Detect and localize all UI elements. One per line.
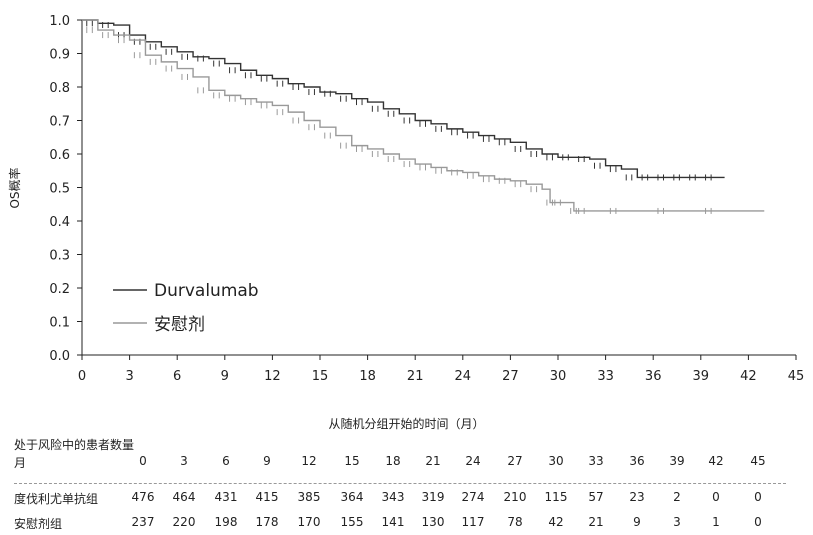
risk-header-row: 月 0 3 6 9 12 15 18 21 24 27 30 33 36 39 42 45 [14, 454, 804, 470]
risk-count-cell: 9 [633, 515, 641, 529]
x-tick-label: 33 [597, 369, 614, 384]
y-axis-ticks: 0.0 0.1 0.2 0.3 0.4 0.5 0.6 0.7 0.8 0.9 1.0 [49, 14, 82, 364]
risk-count-cell: 57 [588, 490, 604, 504]
risk-header-cell: 12 [301, 454, 317, 468]
y-tick-label: 0.0 [49, 349, 70, 364]
risk-row-placebo: 安慰剂组 237 220 198 178 170 155 141 130 117 78 42 21 9 3… [14, 515, 804, 531]
x-tick-label: 6 [173, 369, 181, 384]
y-tick-label: 0.2 [49, 282, 70, 297]
risk-count-cell: 464 [172, 490, 196, 504]
risk-count-cell: 415 [255, 490, 279, 504]
risk-header-cell: 27 [507, 454, 523, 468]
risk-header-cell: 30 [548, 454, 564, 468]
risk-count-cell: 21 [588, 515, 604, 529]
risk-count-cell: 476 [131, 490, 155, 504]
risk-header-cell: 0 [139, 454, 147, 468]
risk-count-cell: 385 [297, 490, 321, 504]
legend: Durvalumab 安慰剂 [113, 281, 259, 335]
risk-count-cell: 23 [629, 490, 645, 504]
risk-header-cell: 21 [425, 454, 441, 468]
x-axis-label: 从随机分组开始的时间（月） [328, 417, 485, 431]
x-tick-label: 12 [264, 369, 281, 384]
x-tick-label: 30 [550, 369, 567, 384]
risk-header-cell: 15 [344, 454, 360, 468]
x-tick-label: 27 [502, 369, 519, 384]
risk-header-cell: 6 [222, 454, 230, 468]
risk-count-cell: 170 [297, 515, 321, 529]
x-tick-label: 9 [221, 369, 229, 384]
x-tick-label: 39 [693, 369, 710, 384]
survival-curves [82, 19, 765, 214]
os-chart: 0 3 6 9 12 15 18 21 24 27 30 33 36 39 42 45 0.00.10.20.… [7, 14, 804, 384]
legend-label-durvalumab: Durvalumab [154, 281, 259, 301]
risk-count-cell: 0 [754, 515, 762, 529]
risk-header-cell: 18 [385, 454, 401, 468]
x-tick-label: 3 [125, 369, 133, 384]
risk-row-durvalumab: 度伐利尤单抗组 476 464 431 415 385 364 343 319 274 210 11… [14, 490, 804, 506]
x-tick-label: 45 [788, 369, 805, 384]
risk-count-cell: 115 [544, 490, 568, 504]
y-tick-label: 0.7 [49, 115, 70, 130]
risk-count-cell: 364 [340, 490, 364, 504]
risk-count-cell: 0 [712, 490, 720, 504]
risk-header-cell: 42 [708, 454, 724, 468]
risk-count-cell: 220 [172, 515, 196, 529]
risk-row-label: 安慰剂组 [14, 517, 63, 531]
risk-count-cell: 431 [214, 490, 238, 504]
y-tick-label: 1.0 [49, 14, 70, 29]
risk-count-cell: 319 [421, 490, 445, 504]
legend-label-placebo: 安慰剂 [154, 315, 205, 335]
risk-count-cell: 210 [503, 490, 527, 504]
risk-count-cell: 343 [381, 490, 405, 504]
risk-count-cell: 141 [381, 515, 405, 529]
risk-header-cell: 3 [180, 454, 188, 468]
risk-count-cell: 117 [461, 515, 485, 529]
risk-count-cell: 198 [214, 515, 238, 529]
x-tick-label: 36 [645, 369, 662, 384]
y-tick-label: 0.8 [49, 81, 70, 96]
y-tick-label: 0.6 [49, 148, 70, 163]
risk-count-cell: 0 [754, 490, 762, 504]
y-tick-label: 0.1 [49, 316, 70, 331]
y-tick-label: 0.4 [49, 215, 70, 230]
risk-count-cell: 178 [255, 515, 279, 529]
risk-count-cell: 237 [131, 515, 155, 529]
risk-header-cell: 33 [588, 454, 604, 468]
x-tick-label: 21 [407, 369, 424, 384]
x-axis-ticks: 0 3 6 9 12 15 18 21 24 27 30 33 36 39 42 45 [78, 355, 804, 384]
x-tick-label: 42 [740, 369, 757, 384]
risk-header-cell: 24 [465, 454, 481, 468]
y-tick-label: 0.3 [49, 249, 70, 264]
x-tick-label: 0 [78, 369, 86, 384]
y-tick-label: 0.9 [49, 48, 70, 63]
risk-count-cell: 155 [340, 515, 364, 529]
risk-count-cell: 130 [421, 515, 445, 529]
risk-header-label: 月 [14, 456, 27, 470]
risk-table-title: 处于风险中的患者数量 [14, 438, 135, 452]
risk-count-cell: 274 [461, 490, 485, 504]
curve-placebo [82, 19, 765, 212]
x-tick-label: 24 [455, 369, 472, 384]
risk-header-cell: 36 [629, 454, 645, 468]
risk-header-cell: 9 [263, 454, 271, 468]
curve-durvalumab [82, 19, 725, 179]
risk-count-cell: 42 [548, 515, 564, 529]
risk-table-divider [14, 483, 786, 484]
y-axis-label: OS概率 [7, 167, 22, 208]
risk-count-cell: 78 [507, 515, 523, 529]
risk-count-cell: 1 [712, 515, 720, 529]
risk-header-cell: 45 [750, 454, 766, 468]
risk-count-cell: 3 [673, 515, 681, 529]
y-tick-label: 0.5 [49, 182, 70, 197]
risk-header-cell: 39 [669, 454, 685, 468]
risk-count-cell: 2 [673, 490, 681, 504]
x-tick-label: 15 [312, 369, 329, 384]
axes [81, 20, 796, 356]
risk-row-label: 度伐利尤单抗组 [14, 492, 99, 506]
x-tick-label: 18 [359, 369, 376, 384]
